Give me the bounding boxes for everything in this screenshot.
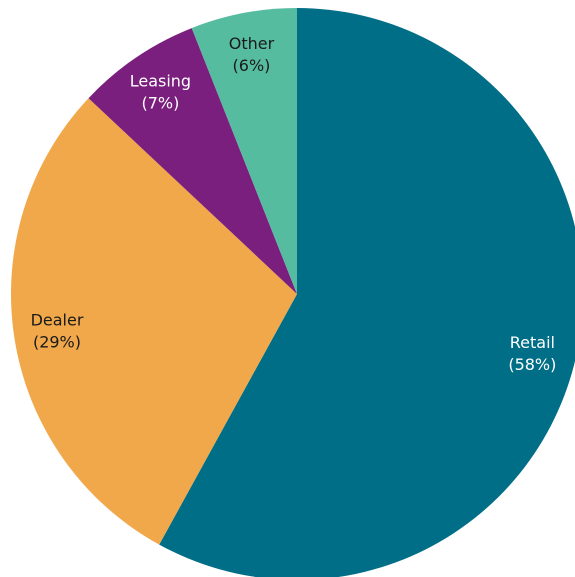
pie-slice xyxy=(159,8,575,577)
slice-value-label: (7%) xyxy=(141,94,179,113)
slice-label: Other xyxy=(229,34,275,53)
pie-slice xyxy=(191,8,297,294)
slice-value-label: (58%) xyxy=(508,355,556,374)
slice-label: Retail xyxy=(510,333,555,352)
slice-label: Leasing xyxy=(130,72,191,91)
pie-slice xyxy=(10,98,297,545)
pie-slice xyxy=(88,28,297,295)
slice-label: Dealer xyxy=(31,311,84,330)
slice-value-label: (6%) xyxy=(233,56,271,75)
slice-value-label: (29%) xyxy=(33,333,81,352)
